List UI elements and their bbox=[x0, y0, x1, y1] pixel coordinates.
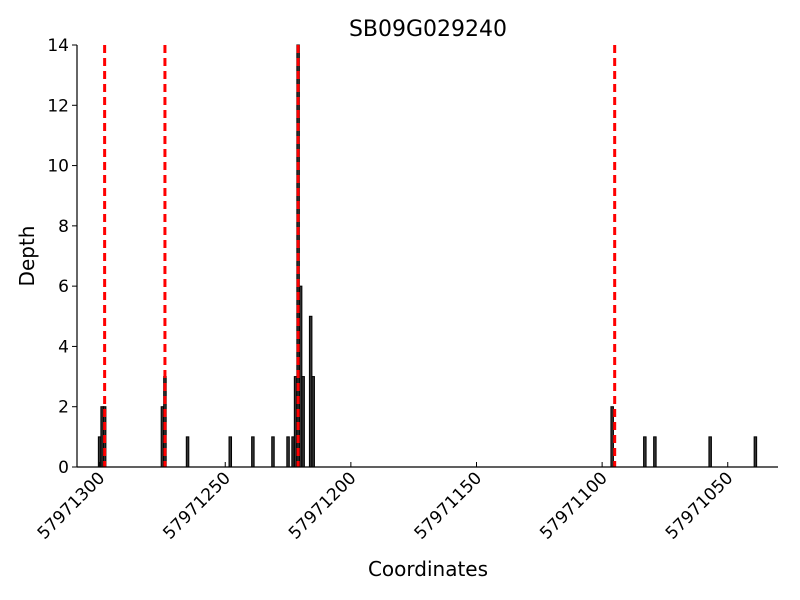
x-tick-label: 57971050 bbox=[662, 468, 737, 543]
bar bbox=[286, 436, 290, 468]
x-tick-label: 57971200 bbox=[285, 468, 360, 543]
y-tick-label: 6 bbox=[58, 277, 69, 297]
y-axis-label: Depth bbox=[15, 226, 39, 287]
bar bbox=[228, 436, 233, 468]
bar bbox=[708, 436, 712, 468]
bar bbox=[251, 436, 255, 468]
x-tick-label: 57971300 bbox=[34, 468, 109, 543]
y-tick-label: 10 bbox=[47, 157, 69, 177]
x-tick-label: 57971100 bbox=[536, 468, 611, 543]
y-tick-label: 2 bbox=[58, 398, 69, 418]
x-tick-label: 57971250 bbox=[159, 468, 234, 543]
bar bbox=[610, 406, 614, 468]
bar bbox=[311, 376, 315, 468]
bar bbox=[643, 436, 647, 468]
y-tick-label: 0 bbox=[58, 458, 69, 478]
y-tick-label: 12 bbox=[47, 96, 69, 116]
bar bbox=[185, 436, 190, 468]
bar bbox=[271, 436, 275, 468]
y-tick-label: 4 bbox=[58, 337, 69, 357]
y-tick-label: 8 bbox=[58, 217, 69, 237]
chart-title: SB09G029240 bbox=[349, 17, 507, 42]
bar bbox=[301, 376, 305, 468]
bar bbox=[653, 436, 657, 468]
x-axis-label: Coordinates bbox=[368, 557, 488, 581]
y-tick-label: 14 bbox=[47, 36, 69, 56]
bar bbox=[753, 436, 758, 468]
x-tick-label: 57971150 bbox=[411, 468, 486, 543]
